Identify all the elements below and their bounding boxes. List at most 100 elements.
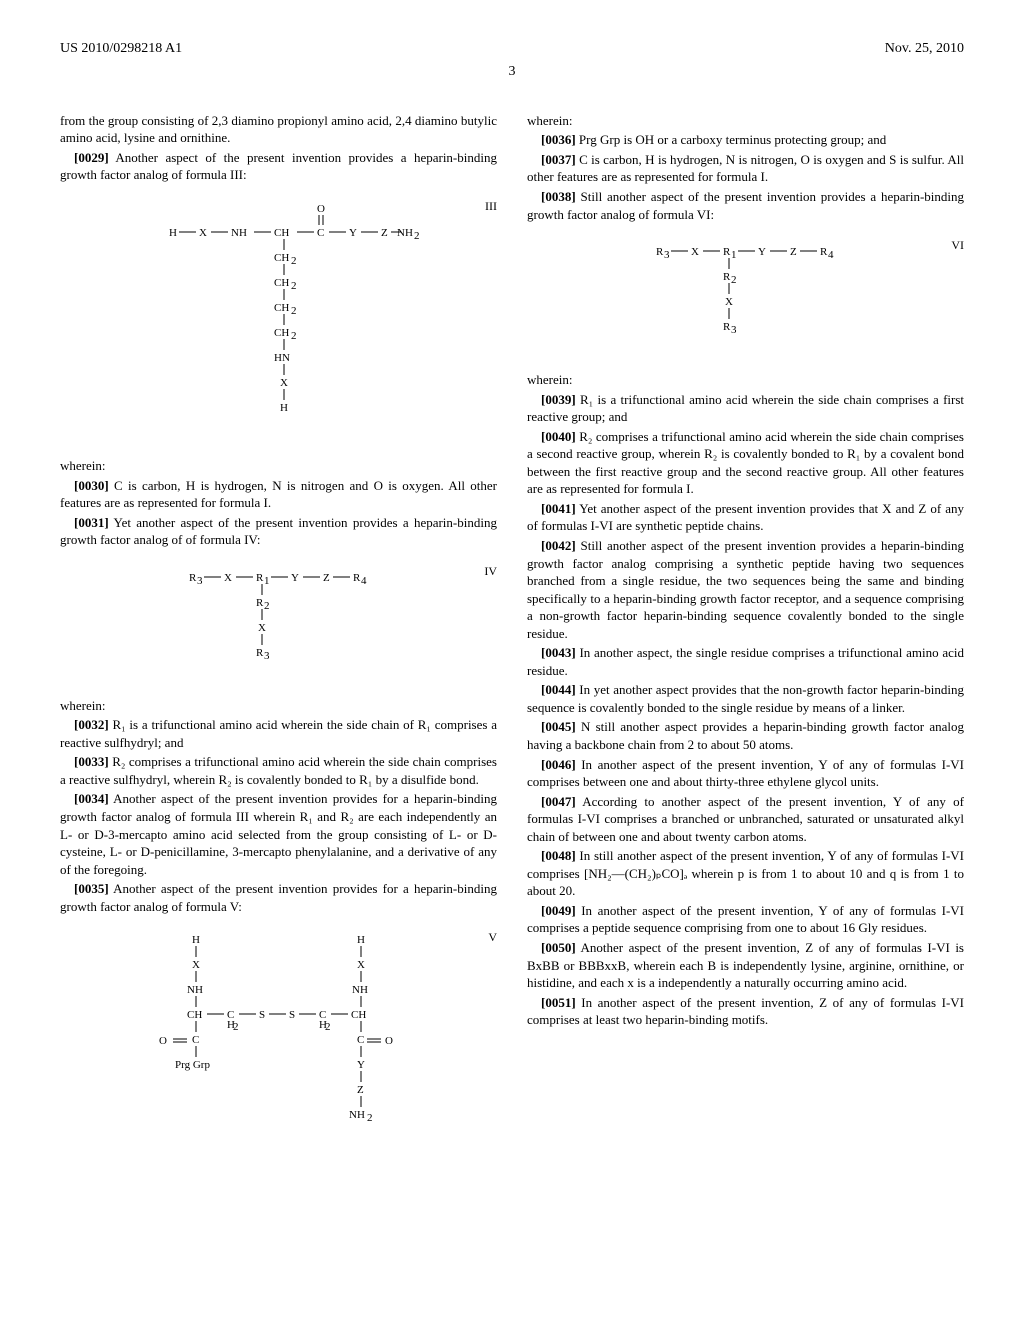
svg-text:NH: NH [397, 227, 413, 239]
svg-text:X: X [280, 377, 288, 389]
para-0044: [0044] In yet another aspect provides th… [527, 681, 964, 716]
svg-text:3: 3 [264, 650, 270, 662]
svg-text:R: R [256, 597, 264, 609]
para-num: [0039] [541, 392, 576, 407]
para-0038: [0038] Still another aspect of the prese… [527, 188, 964, 223]
svg-text:X: X [357, 959, 365, 971]
para-text: Yet another aspect of the present invent… [60, 515, 497, 548]
formula-label: V [488, 929, 497, 945]
svg-text:R: R [723, 321, 731, 333]
para-text: R₁ is a trifunctional amino acid wherein… [60, 717, 497, 750]
svg-text:2: 2 [291, 330, 297, 342]
para-0035: [0035] Another aspect of the present inv… [60, 880, 497, 915]
svg-text:O: O [317, 203, 325, 215]
svg-text:S: S [289, 1009, 295, 1021]
svg-text:NH: NH [187, 984, 203, 996]
formula-vi: VI R3 X R1 Y Z R4 R2 X R3 [527, 237, 964, 357]
para-0032: [0032] R₁ is a trifunctional amino acid … [60, 716, 497, 751]
para-0041: [0041] Yet another aspect of the present… [527, 500, 964, 535]
svg-text:2: 2 [325, 1021, 331, 1033]
content-columns: from the group consisting of 2,3 diamino… [60, 112, 964, 1193]
svg-text:H: H [192, 934, 200, 946]
svg-text:S: S [259, 1009, 265, 1021]
para-0036: [0036] Prg Grp is OH or a carboxy termin… [527, 131, 964, 149]
para-text: Yet another aspect of the present invent… [527, 501, 964, 534]
para-text: Another aspect of the present invention … [60, 791, 497, 876]
svg-text:CH: CH [274, 252, 289, 264]
svg-text:1: 1 [264, 575, 270, 587]
para-0033: [0033] R₂ comprises a trifunctional amin… [60, 753, 497, 788]
para-text: Another aspect of the present invention … [60, 881, 497, 914]
para-num: [0049] [541, 903, 576, 918]
formula-v-svg: H X NH CH C H2 S S C H2 CH [129, 929, 429, 1179]
wherein-4: wherein: [527, 371, 964, 389]
formula-iii-svg: H X NH CH C Y Z NH 2 O [139, 198, 419, 443]
svg-text:NH: NH [352, 984, 368, 996]
svg-text:Y: Y [758, 246, 766, 258]
svg-text:4: 4 [828, 249, 834, 261]
para-0046: [0046] In another aspect of the present … [527, 756, 964, 791]
para-text: According to another aspect of the prese… [527, 794, 964, 844]
svg-text:X: X [258, 622, 266, 634]
para-num: [0051] [541, 995, 576, 1010]
svg-text:R: R [189, 572, 197, 584]
para-0028-tail: from the group consisting of 2,3 diamino… [60, 112, 497, 147]
para-0050: [0050] Another aspect of the present inv… [527, 939, 964, 992]
svg-text:2: 2 [414, 230, 419, 242]
svg-text:CH: CH [187, 1009, 202, 1021]
svg-text:CH: CH [274, 327, 289, 339]
svg-text:Prg Grp: Prg Grp [175, 1059, 210, 1071]
svg-text:X: X [192, 959, 200, 971]
svg-text:2: 2 [731, 274, 737, 286]
para-0034: [0034] Another aspect of the present inv… [60, 790, 497, 878]
formula-iv: IV R3 X R1 Y Z R4 R2 X R3 [60, 563, 497, 683]
para-num: [0036] [541, 132, 576, 147]
para-text: C is carbon, H is hydrogen, N is nitroge… [60, 478, 497, 511]
svg-text:2: 2 [367, 1112, 373, 1124]
para-num: [0030] [74, 478, 109, 493]
svg-text:Y: Y [357, 1059, 365, 1071]
para-0051: [0051] In another aspect of the present … [527, 994, 964, 1029]
para-text: Prg Grp is OH or a carboxy terminus prot… [579, 132, 886, 147]
page-header: US 2010/0298218 A1 Nov. 25, 2010 [60, 40, 964, 59]
svg-text:X: X [725, 296, 733, 308]
svg-text:CH: CH [351, 1009, 366, 1021]
svg-text:H: H [280, 402, 288, 414]
para-num: [0033] [74, 754, 109, 769]
svg-text:2: 2 [233, 1021, 239, 1033]
svg-text:Z: Z [790, 246, 797, 258]
svg-text:Z: Z [381, 227, 388, 239]
svg-text:2: 2 [291, 255, 297, 267]
para-text: Another aspect of the present invention,… [527, 940, 964, 990]
para-num: [0041] [541, 501, 576, 516]
para-0045: [0045] N still another aspect provides a… [527, 718, 964, 753]
para-num: [0042] [541, 538, 576, 553]
wherein-3: wherein: [527, 112, 964, 130]
formula-vi-svg: R3 X R1 Y Z R4 R2 X R3 [636, 237, 856, 357]
svg-text:Y: Y [291, 572, 299, 584]
para-text: R₂ comprises a trifunctional amino acid … [527, 429, 964, 497]
para-0029: [0029] Another aspect of the present inv… [60, 149, 497, 184]
para-num: [0046] [541, 757, 576, 772]
formula-iv-svg: R3 X R1 Y Z R4 R2 X R3 [169, 563, 389, 683]
formula-label: IV [484, 563, 497, 579]
svg-text:R: R [723, 246, 731, 258]
svg-text:3: 3 [664, 249, 670, 261]
svg-text:O: O [159, 1035, 167, 1047]
right-column: wherein: [0036] Prg Grp is OH or a carbo… [527, 112, 964, 1193]
svg-text:C: C [317, 227, 324, 239]
wherein-2: wherein: [60, 697, 497, 715]
para-num: [0044] [541, 682, 576, 697]
wherein-1: wherein: [60, 457, 497, 475]
para-text: In another aspect of the present inventi… [527, 995, 964, 1028]
svg-text:2: 2 [264, 600, 270, 612]
para-text: Still another aspect of the present inve… [527, 189, 964, 222]
formula-iii: III H X NH CH C Y Z NH 2 O [60, 198, 497, 443]
svg-text:CH: CH [274, 302, 289, 314]
svg-text:Z: Z [323, 572, 330, 584]
para-0049: [0049] In another aspect of the present … [527, 902, 964, 937]
left-column: from the group consisting of 2,3 diamino… [60, 112, 497, 1193]
para-0043: [0043] In another aspect, the single res… [527, 644, 964, 679]
para-num: [0034] [74, 791, 109, 806]
svg-text:R: R [353, 572, 361, 584]
